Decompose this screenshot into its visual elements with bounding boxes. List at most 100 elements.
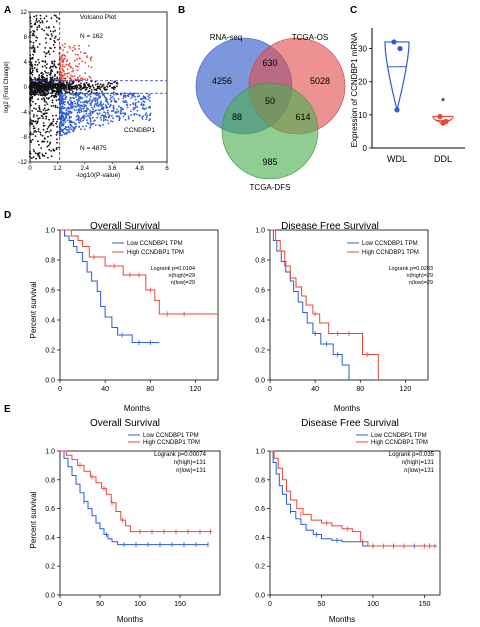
volcano-points xyxy=(29,12,167,162)
km-d-os-title: Overall Survival xyxy=(90,221,160,232)
volcano-point-ns xyxy=(57,38,59,41)
volcano-point-ns xyxy=(57,17,60,20)
volcano-point-down xyxy=(107,109,109,112)
volcano-point-down xyxy=(83,110,85,113)
volcano-point-ns xyxy=(36,82,39,85)
km-y-tick-label: 0.2 xyxy=(45,564,55,571)
volcano-point-ns xyxy=(40,94,42,97)
volcano-point-ns xyxy=(34,129,37,132)
volcano-point-down xyxy=(144,96,147,98)
volcano-point-down xyxy=(70,101,73,104)
volcano-point-ns xyxy=(104,86,106,89)
volcano-point-down xyxy=(149,112,152,115)
volcano-point-ns xyxy=(51,114,54,117)
volcano-point-ns xyxy=(38,43,41,45)
volcano-point-ns xyxy=(49,76,52,79)
volcano-point-down xyxy=(86,119,88,121)
volcano-point-down xyxy=(77,103,80,106)
volcano-point-down xyxy=(142,103,145,106)
volcano-point-ns xyxy=(65,86,68,89)
volcano-point-up xyxy=(59,65,62,68)
volcano-point-ns xyxy=(73,85,76,88)
volcano-point-up xyxy=(88,75,91,78)
volcano-point-down xyxy=(114,101,117,104)
volcano-point-down xyxy=(61,95,63,98)
volcano-point-down xyxy=(99,96,101,99)
volcano-point-up xyxy=(66,72,69,75)
volcano-point-down xyxy=(114,99,116,102)
volcano-point-up xyxy=(68,64,70,67)
volcano-point-ns xyxy=(46,127,49,130)
volcano-point-ns xyxy=(54,106,57,109)
volcano-point-down xyxy=(147,98,150,101)
km-curve-red xyxy=(60,450,212,533)
volcano-point-down xyxy=(91,99,94,102)
km-d-os-legend-high: High CCNDBP1 TPM xyxy=(127,250,184,256)
volcano-point-ns xyxy=(68,83,71,86)
volcano-point-up xyxy=(90,56,93,58)
volcano-point-up xyxy=(63,77,65,80)
volcano-point-down xyxy=(87,108,90,110)
volcano-point-down xyxy=(68,117,71,120)
volcano-point-ns xyxy=(49,67,51,70)
volcano-point-down xyxy=(116,108,118,111)
volcano-point-ns xyxy=(86,86,89,89)
volcano-point-down xyxy=(136,95,139,98)
volcano-point-ns xyxy=(84,84,87,87)
volcano-point-down xyxy=(111,120,114,123)
volcano-point-ns xyxy=(45,15,48,17)
volcano-point-ns xyxy=(45,101,48,104)
km-e-dfs-title: Disease Free Survival xyxy=(301,418,399,429)
volcano-point-down xyxy=(136,109,139,112)
volcano-point-ns xyxy=(99,83,102,86)
volcano-point-ns xyxy=(32,133,34,136)
volcano-point-ns xyxy=(45,97,48,99)
volcano-point-down xyxy=(96,104,98,107)
panel-label-d: D xyxy=(4,210,11,221)
volcano-point-ns xyxy=(32,85,34,87)
volcano-point-down xyxy=(74,127,76,130)
volcano-point-up xyxy=(77,65,79,68)
volcano-point-down xyxy=(64,98,67,100)
volcano-point-down xyxy=(94,97,97,100)
volcano-point-down xyxy=(124,99,127,102)
volcano-point-ns xyxy=(42,122,45,124)
volcano-point-up xyxy=(78,44,80,47)
volcano-point-ns xyxy=(71,85,74,88)
volcano-point-up xyxy=(63,46,66,49)
volcano-point-down xyxy=(107,122,110,125)
volcano-point-ns xyxy=(34,120,37,123)
volcano-point-ns xyxy=(67,91,69,93)
volcano-point-ns xyxy=(43,140,45,143)
volcano-point-down xyxy=(63,103,66,106)
volcano-point-ns xyxy=(54,90,56,92)
volcano-point-ns xyxy=(50,150,52,152)
volcano-point-down xyxy=(88,93,90,96)
volcano-point-ns xyxy=(41,134,44,137)
volcano-point-ns xyxy=(32,89,35,92)
km-y-tick-label: 1.0 xyxy=(45,228,55,235)
volcano-point-ns xyxy=(50,95,53,98)
volcano-point-ns xyxy=(47,86,50,89)
volcano-point-ns xyxy=(37,58,40,61)
km-y-tick-label: 0.4 xyxy=(255,318,265,325)
km-overall-survival-d: Overall Survival Percent survival Months… xyxy=(29,221,219,413)
volcano-point-ns xyxy=(48,82,51,85)
volcano-point-down xyxy=(90,104,92,107)
volcano-point-ns xyxy=(29,155,31,158)
km-y-tick-label: 0.4 xyxy=(255,535,265,542)
volcano-x-tick-label: 4.8 xyxy=(135,166,144,172)
volcano-point-down xyxy=(68,110,70,113)
volcano-point-down xyxy=(141,116,144,119)
volcano-point-ns xyxy=(57,98,60,101)
volcano-point-ns xyxy=(50,69,53,71)
volcano-point-down xyxy=(131,93,133,96)
violin-significance: * xyxy=(441,96,446,108)
volcano-point-ns xyxy=(51,101,54,104)
volcano-point-down xyxy=(145,107,147,110)
volcano-point-up xyxy=(83,52,85,54)
volcano-point-down xyxy=(87,114,89,117)
volcano-point-up xyxy=(66,51,69,54)
venn-value-all: 50 xyxy=(265,96,275,106)
volcano-point-down xyxy=(94,102,97,105)
